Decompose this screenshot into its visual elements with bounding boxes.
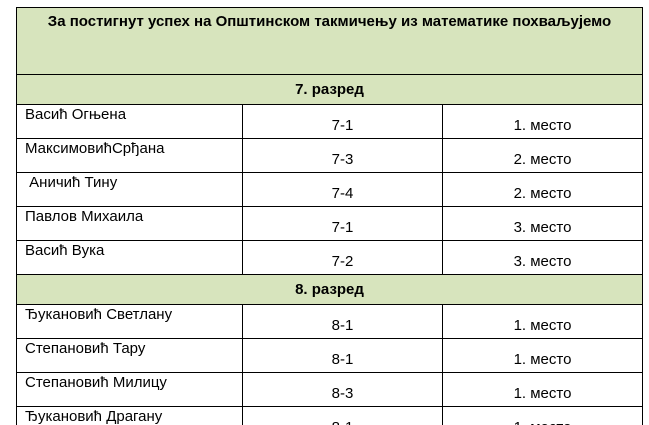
student-class: 7-2 — [242, 240, 443, 275]
awards-table: За постигнут успех на Општинском такмиче… — [15, 7, 644, 425]
student-name: Степановић Милицу — [16, 372, 243, 407]
student-name: МаксимовићСрђана — [16, 138, 243, 173]
table-row: Ђукановић Драгану 8-1 1. место — [16, 406, 644, 425]
table-row: Павлов Михаила 7-1 3. место — [16, 206, 644, 241]
student-place: 2. место — [441, 172, 644, 207]
student-class: 7-1 — [242, 104, 443, 139]
table-row: Степановић Милицу 8-3 1. место — [16, 372, 644, 407]
student-class: 7-4 — [242, 172, 443, 207]
student-name: Павлов Михаила — [16, 206, 243, 241]
table-row: Васић Огњена 7-1 1. место — [16, 104, 644, 139]
table-row: Аничић Тину 7-4 2. место — [16, 172, 644, 207]
student-place: 3. место — [441, 206, 644, 241]
table-row: Васић Вука 7-2 3. место — [16, 240, 644, 275]
student-name: Аничић Тину — [16, 172, 243, 207]
student-class: 8-1 — [242, 304, 443, 339]
student-class: 7-1 — [242, 206, 443, 241]
table-row: МаксимовићСрђана 7-3 2. место — [16, 138, 644, 173]
student-place: 1. место — [441, 304, 644, 339]
student-class: 7-3 — [242, 138, 443, 173]
student-name: Ђукановић Драгану — [16, 406, 243, 425]
grade-label: 7. разред — [15, 74, 644, 105]
grade-header-row: 7. разред — [15, 74, 644, 105]
student-place: 1. место — [441, 338, 644, 373]
student-name: Васић Вука — [16, 240, 243, 275]
student-place: 3. место — [441, 240, 644, 275]
table-title: За постигнут успех на Општинском такмиче… — [15, 7, 644, 75]
table-row: Степановић Тару 8-1 1. место — [16, 338, 644, 373]
student-place: 2. место — [441, 138, 644, 173]
student-name: Васић Огњена — [16, 104, 243, 139]
student-class: 8-1 — [242, 338, 443, 373]
grade-label: 8. разред — [15, 274, 644, 305]
student-class: 8-1 — [242, 406, 443, 425]
student-place: 1. место — [441, 372, 644, 407]
student-place: 1. место — [441, 104, 644, 139]
title-row: За постигнут успех на Општинском такмиче… — [15, 7, 644, 75]
student-class: 8-3 — [242, 372, 443, 407]
grade-header-row: 8. разред — [15, 274, 644, 305]
student-name: Ђукановић Светлану — [16, 304, 243, 339]
student-place: 1. место — [441, 406, 644, 425]
student-name: Степановић Тару — [16, 338, 243, 373]
table-row: Ђукановић Светлану 8-1 1. место — [16, 304, 644, 339]
